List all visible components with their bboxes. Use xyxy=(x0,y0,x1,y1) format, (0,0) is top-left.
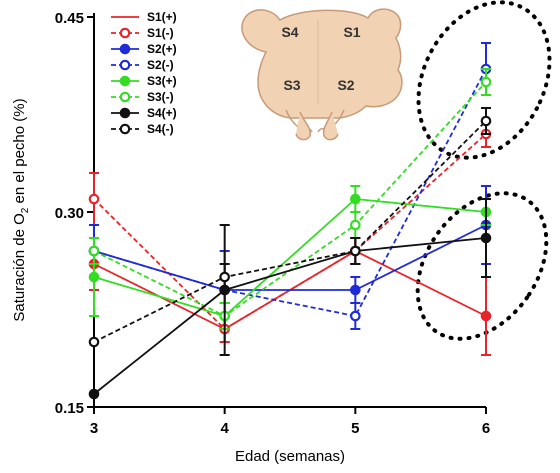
series-layer xyxy=(88,42,492,400)
legend-marker xyxy=(119,27,131,39)
data-point xyxy=(480,232,492,244)
legend-label: S1(+) xyxy=(147,10,177,24)
right-leg-tip xyxy=(322,111,339,141)
series-line xyxy=(93,120,487,343)
series-S4(+) xyxy=(88,198,492,400)
x-tick-label: 5 xyxy=(351,420,359,437)
left-leg-tip xyxy=(295,111,312,141)
series-line xyxy=(93,133,487,331)
y-tick-label: 0.45 xyxy=(55,10,84,27)
chicken-breast-diagram: S4 S1 S3 S2 xyxy=(241,8,403,141)
series-S4(-) xyxy=(88,107,492,348)
y-tick-label: 0.30 xyxy=(55,205,84,222)
legend-marker xyxy=(119,91,131,103)
legend-item: S1(-) xyxy=(111,26,174,40)
y-axis-title: Saturación de O2 en el pecho (%) xyxy=(11,98,31,321)
series-line xyxy=(93,68,487,318)
data-point xyxy=(88,245,100,257)
y-ticks: 0.15 0.30 0.45 xyxy=(55,10,94,417)
legend-item: S1(+) xyxy=(111,10,177,24)
legend-item: S4(-) xyxy=(111,122,174,136)
x-tick-label: 4 xyxy=(220,420,229,437)
legend-marker xyxy=(119,107,131,119)
breast-outline xyxy=(241,8,403,119)
data-point xyxy=(350,245,361,257)
x-tick-label: 6 xyxy=(482,420,490,437)
data-point xyxy=(219,271,230,283)
highlight-ellipse-lower xyxy=(415,191,549,341)
legend-label: S2(+) xyxy=(147,42,177,56)
series-S1(+) xyxy=(88,237,492,356)
legend-marker xyxy=(119,75,131,87)
x-tick-label: 3 xyxy=(90,420,98,437)
region-label-s1: S1 xyxy=(343,24,360,40)
data-point xyxy=(480,76,492,88)
legend-label: S3(-) xyxy=(147,90,174,104)
series-S1(-) xyxy=(88,120,492,343)
data-point xyxy=(480,115,492,127)
series-S3(+) xyxy=(88,185,492,330)
legend: S1(+) S1(-) S2(+) S2(-) S3(+) S3(-) S4(+) S4(-) xyxy=(111,10,177,136)
legend-item: S4(+) xyxy=(111,106,177,120)
region-label-s2: S2 xyxy=(337,77,354,93)
legend-label: S4(+) xyxy=(147,106,177,120)
legend-label: S1(-) xyxy=(147,26,174,40)
legend-label: S3(+) xyxy=(147,74,177,88)
data-point xyxy=(350,219,361,231)
legend-marker xyxy=(119,43,131,55)
legend-item: S3(+) xyxy=(111,74,177,88)
legend-item: S2(+) xyxy=(111,42,177,56)
series-line xyxy=(93,198,487,318)
legend-item: S2(-) xyxy=(111,58,174,72)
data-point xyxy=(88,336,100,348)
legend-marker xyxy=(119,123,131,135)
data-point xyxy=(350,310,361,322)
x-ticks: 3 4 5 6 xyxy=(90,407,490,437)
legend-marker xyxy=(119,59,131,71)
data-point xyxy=(350,284,361,296)
data-point xyxy=(480,310,492,322)
data-point xyxy=(88,193,100,205)
region-label-s3: S3 xyxy=(283,77,300,93)
legend-item: S3(-) xyxy=(111,90,174,104)
legend-label: S4(-) xyxy=(147,122,174,136)
series-line xyxy=(93,237,487,395)
y-tick-label: 0.15 xyxy=(55,400,84,417)
legend-label: S2(-) xyxy=(147,58,174,72)
region-label-s4: S4 xyxy=(281,24,298,40)
x-axis-title: Edad (semanas) xyxy=(235,448,345,465)
data-point xyxy=(88,388,100,400)
data-point xyxy=(88,271,100,283)
data-point xyxy=(350,193,361,205)
highlight-ellipse-upper xyxy=(416,0,552,160)
